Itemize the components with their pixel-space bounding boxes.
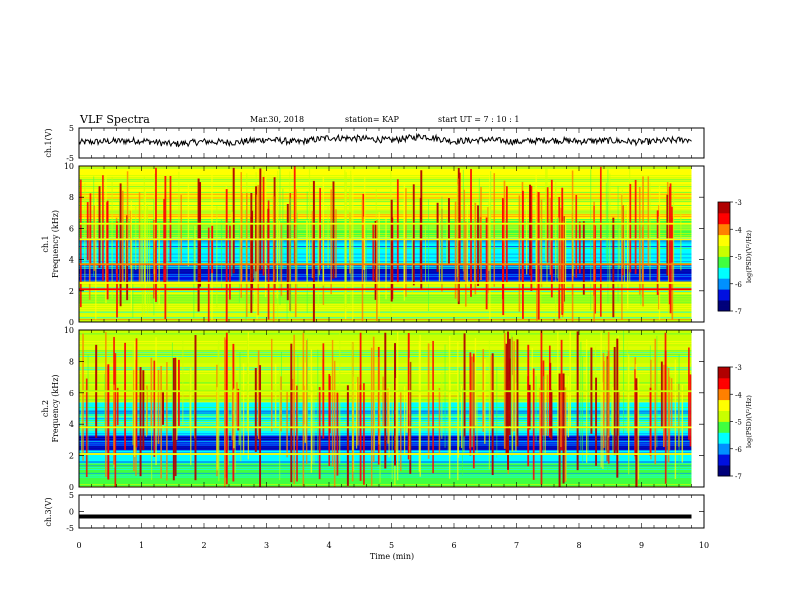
ch2-colorbar-tick--3: -3	[735, 364, 742, 372]
ch2-spectrogram-ytick-4: 4	[69, 420, 74, 429]
ch1-colorbar-tick--3: -3	[735, 199, 742, 207]
ch1-colorbar-label: log(PSD)(V²/Hz)	[745, 230, 753, 283]
ch1-waveform-panel: 5 -5	[66, 124, 705, 163]
ch1-colorbar-tick--5: -5	[735, 254, 742, 262]
ch2-spectrogram-line-2	[79, 390, 692, 393]
ch2-spectrogram-panel: 0 2 4 6 8 10 ch.2 Frequency (kHz)	[41, 326, 705, 492]
ch2-colorbar-tick--4: -4	[735, 391, 742, 399]
ch3-waveform-ylabel: ch.3(V)	[44, 497, 53, 526]
x-tick-8: 8	[576, 541, 581, 550]
ch2-spectrogram-ylabel-frequency: Frequency (kHz)	[51, 374, 60, 442]
x-tick-3: 3	[264, 541, 269, 550]
ch1-spectrogram-panel: 0 2 4 6 8 10 ch.1 Frequency (kHz)	[41, 162, 705, 327]
ch1-waveform-ylabel: ch.1(V)	[44, 128, 53, 157]
ch1-colorbar-tick--7: -7	[735, 308, 742, 316]
ch3-waveform-ytick-0: 0	[69, 508, 74, 517]
x-tick-4: 4	[326, 541, 331, 550]
ch1-spectrogram-ytick-4: 4	[69, 256, 74, 265]
ch1-spectrogram-ytick-8: 8	[69, 193, 74, 202]
ch1-colorbar-tick--6: -6	[735, 281, 742, 289]
x-tick-6: 6	[451, 541, 456, 550]
ch1-colorbar-tick--4: -4	[735, 226, 742, 234]
ch1-spectrogram-line-3	[79, 222, 692, 225]
ch2-spectrogram-ytick-8: 8	[69, 357, 74, 366]
date-label: Mar.30, 2018	[250, 115, 304, 124]
x-tick-10: 10	[699, 541, 709, 550]
ch1-spectrogram-ytick-2: 2	[69, 287, 74, 296]
x-tick-9: 9	[639, 541, 644, 550]
ch1-waveform-ytick-5: 5	[69, 124, 74, 133]
x-tick-7: 7	[514, 541, 519, 550]
ch1-spectrogram-line-1	[79, 263, 692, 266]
ch2-spectrogram-ytick-10: 10	[64, 326, 74, 335]
ch2-spectrogram-ytick-6: 6	[69, 389, 74, 398]
ch1-waveform-trace	[78, 132, 692, 148]
figure-title: VLF Spectra	[79, 113, 150, 126]
x-tick-1: 1	[139, 541, 144, 550]
ch1-spectrogram-line-2	[79, 238, 692, 241]
x-tick-0: 0	[76, 541, 81, 550]
ch2-spectrogram-line-1	[79, 426, 692, 429]
ch2-spectrogram-ylabel-channel: ch.2	[41, 400, 50, 417]
ch2-spectrogram-ytick-2: 2	[69, 452, 74, 461]
ch2-colorbar: -3 -4 -5 -6 -7 log(PSD)(V²/Hz)	[717, 364, 753, 481]
ch1-spectrogram-line-4	[79, 282, 692, 284]
ch1-spectrogram-ylabel-channel: ch.1	[41, 235, 50, 252]
x-axis-label: Time (min)	[370, 552, 414, 561]
ch1-colorbar: -3 -4 -5 -6 -7 log(PSD)(V²/Hz)	[717, 199, 753, 316]
ch2-colorbar-tick--7: -7	[735, 473, 742, 481]
ch3-waveform-ytick-5: 5	[69, 491, 74, 500]
ch1-spectrogram-ytick-0: 0	[69, 318, 74, 327]
ch2-colorbar-label: log(PSD)(V²/Hz)	[745, 395, 753, 448]
ch2-spectrogram-ytick-0: 0	[69, 483, 74, 492]
x-tick-5: 5	[389, 541, 394, 550]
ch2-spectrogram-line-0	[79, 453, 692, 455]
ch3-waveform-panel: 50-50 1 2 3 4 5 6 7 8 9 10	[66, 491, 709, 550]
start-time-label: start UT = 7 : 10 : 1	[438, 115, 519, 124]
ch1-spectrogram-line-0	[79, 288, 692, 291]
ch2-colorbar-tick--5: -5	[735, 419, 742, 427]
ch1-spectrogram-ylabel-frequency: Frequency (kHz)	[51, 210, 60, 278]
station-label: station= KAP	[345, 115, 400, 124]
ch3-waveform-ytick--5: -5	[66, 524, 74, 533]
ch1-waveform-ytick--5: -5	[66, 154, 74, 163]
x-tick-2: 2	[201, 541, 206, 550]
ch2-colorbar-tick--6: -6	[735, 446, 742, 454]
ch1-spectrogram-ytick-6: 6	[69, 224, 74, 233]
ch1-spectrogram-ytick-10: 10	[64, 162, 74, 171]
